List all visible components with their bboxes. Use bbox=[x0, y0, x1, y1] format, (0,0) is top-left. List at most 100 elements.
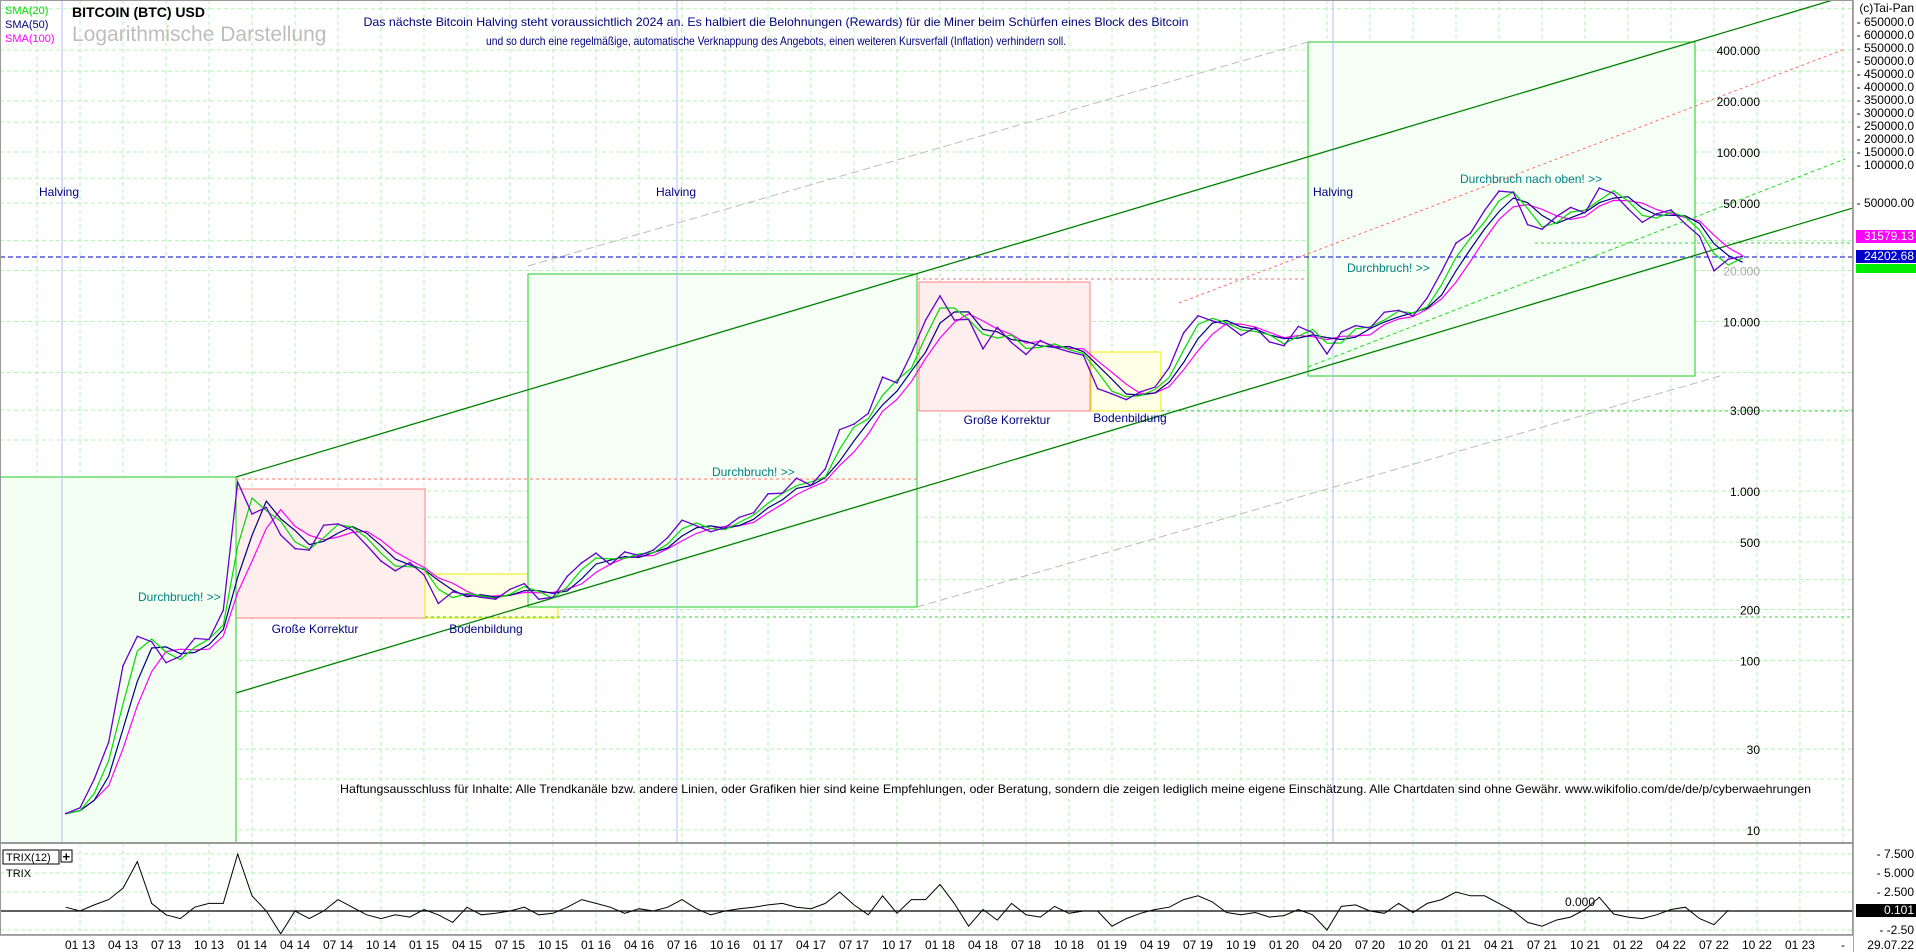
time-axis[interactable]: 01 13 04 13 07 13 10 13 01 14 04 14 07 14 10 14… bbox=[0, 935, 1853, 952]
correction-label-1: Große Korrektur bbox=[272, 622, 359, 636]
phase-box-2017 bbox=[527, 273, 918, 608]
x-tick-label: 10 20 bbox=[1397, 938, 1428, 952]
price-point bbox=[1297, 325, 1300, 328]
channel-upper-line[interactable] bbox=[235, 0, 1834, 478]
price-point bbox=[752, 511, 755, 514]
price-point bbox=[437, 602, 440, 605]
x-tick-label: 07 19 bbox=[1182, 938, 1213, 952]
price-point bbox=[308, 549, 311, 551]
price-point bbox=[122, 665, 124, 667]
x-tick-label: 07 14 bbox=[322, 938, 353, 952]
plus-icon[interactable]: + bbox=[63, 849, 71, 864]
legend-sma20: SMA(20) bbox=[5, 5, 48, 17]
price-point bbox=[408, 561, 411, 564]
price-point bbox=[537, 598, 540, 600]
breakout-label-1: Durchbruch! >> bbox=[138, 590, 221, 604]
breakout-label-3: Durchbruch! >> bbox=[1347, 261, 1430, 275]
price-point bbox=[967, 318, 970, 321]
price-label: 1.000 bbox=[1730, 485, 1760, 499]
price-point bbox=[1354, 324, 1357, 327]
price-point bbox=[781, 492, 784, 495]
price-axis[interactable]: (c)Tai-Pan - 650000.0- 600000.0- 550000.… bbox=[1853, 0, 1916, 952]
x-tick-label: 01 14 bbox=[236, 938, 267, 952]
price-axis-label: - 200000.0 bbox=[1856, 132, 1914, 146]
price-point bbox=[552, 596, 554, 599]
price-point bbox=[279, 534, 282, 536]
price-point bbox=[810, 484, 812, 487]
price-point bbox=[939, 295, 941, 297]
x-tick-label: 01 23 bbox=[1784, 938, 1815, 952]
price-point bbox=[1512, 191, 1515, 194]
price-point bbox=[337, 523, 339, 525]
price-labels: 400.000 200.000 100.000 50.000 20.000 10.000 3… bbox=[1717, 44, 1761, 838]
price-axis-label: - 450000.0 bbox=[1856, 67, 1914, 81]
trix-border bbox=[0, 843, 1853, 935]
price-point bbox=[1254, 326, 1257, 329]
x-tick-label: 04 17 bbox=[795, 938, 826, 952]
series-group bbox=[64, 187, 1744, 815]
x-tick-label: 01 17 bbox=[752, 938, 783, 952]
trix-panel[interactable]: 0.000 TRIX(12) + TRIX bbox=[0, 843, 1853, 935]
date-label: 29.07.22 bbox=[1867, 938, 1914, 952]
price-point bbox=[79, 807, 81, 809]
price-chart[interactable]: 400.000 200.000 100.000 50.000 20.000 10.000 3… bbox=[0, 0, 1853, 843]
trix-sublabel: TRIX bbox=[6, 868, 32, 880]
price-point bbox=[93, 778, 96, 780]
x-tick-label: 01 19 bbox=[1096, 938, 1127, 952]
price-point bbox=[380, 560, 382, 562]
price-point bbox=[1741, 255, 1744, 258]
sma50-line bbox=[65, 196, 1743, 815]
x-tick-label: 01 13 bbox=[64, 938, 96, 952]
header-line-2: und so durch eine regelmäßige, automatis… bbox=[486, 34, 1066, 48]
x-tick-label: 04 15 bbox=[451, 938, 482, 952]
price-point bbox=[423, 574, 425, 576]
price-point bbox=[1541, 228, 1543, 231]
trix-axis-label: - 7.500 bbox=[1876, 847, 1914, 861]
price-point bbox=[208, 638, 210, 641]
price-point bbox=[1369, 327, 1371, 329]
price-label: 500 bbox=[1740, 536, 1760, 550]
x-tick-label: 04 19 bbox=[1139, 938, 1170, 952]
price-point bbox=[1469, 232, 1472, 235]
trix-zero-label: 0.000 bbox=[1565, 895, 1595, 909]
price-point bbox=[351, 529, 354, 532]
sma100-value-badge: 31579.13 bbox=[1856, 230, 1916, 243]
trix-add-button[interactable] bbox=[60, 849, 73, 863]
price-point bbox=[294, 547, 296, 550]
x-tick-label: 10 15 bbox=[537, 938, 568, 952]
price-point bbox=[165, 661, 167, 664]
price-axis-label: - 400000.0 bbox=[1856, 80, 1914, 94]
price-point bbox=[953, 319, 956, 321]
price-label: 200.000 bbox=[1717, 95, 1761, 109]
trix-label[interactable]: TRIX(12) bbox=[6, 852, 51, 864]
price-point bbox=[394, 570, 397, 572]
x-tick-label: 07 13 bbox=[150, 938, 181, 952]
price-point bbox=[1383, 311, 1386, 313]
price-point bbox=[824, 468, 827, 470]
x-tick-label: 07 22 bbox=[1698, 938, 1729, 952]
price-point bbox=[924, 319, 927, 321]
price-point bbox=[1068, 350, 1070, 353]
price-label: 10 bbox=[1747, 824, 1761, 838]
price-axis-label: - 600000.0 bbox=[1856, 28, 1914, 42]
x-tick-label: 04 13 bbox=[107, 938, 138, 952]
red-dotted-trend bbox=[1178, 48, 1846, 304]
trix-label-box bbox=[2, 849, 60, 865]
price-point bbox=[838, 428, 841, 431]
price-axis-label: - 150000.0 bbox=[1856, 145, 1914, 159]
x-tick-label: 01 16 bbox=[580, 938, 611, 952]
price-point bbox=[1670, 209, 1672, 211]
price-point bbox=[566, 575, 569, 578]
channel-lower-line[interactable] bbox=[235, 207, 1853, 694]
phase-box-2013 bbox=[0, 476, 237, 843]
x-tick-label: 07 15 bbox=[494, 938, 525, 952]
x-tick-label: 01 22 bbox=[1612, 938, 1643, 952]
price-point bbox=[451, 591, 454, 593]
x-tick-label: 04 21 bbox=[1483, 938, 1514, 952]
halving-label-3: Halving bbox=[1313, 185, 1353, 199]
gray-dashed-upper bbox=[527, 41, 1309, 267]
price-point bbox=[1698, 235, 1701, 238]
price-point bbox=[896, 382, 898, 384]
x-tick-label: 01 18 bbox=[924, 938, 955, 952]
trix-line bbox=[65, 852, 1729, 935]
